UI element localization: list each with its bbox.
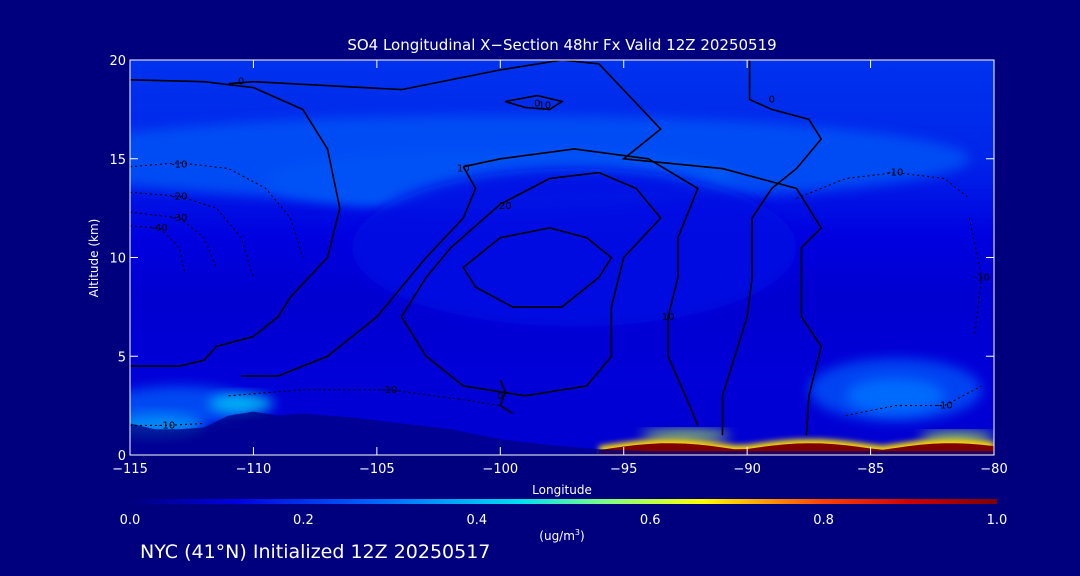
x-tick-label: −110 (236, 462, 272, 477)
concentration-field (130, 115, 994, 455)
dashed-contour-6 (130, 422, 205, 426)
solid-contour-6 (400, 171, 662, 397)
contour-label: -10 (171, 160, 187, 171)
contour-label: 0 (497, 391, 503, 402)
colorbar-tick-label: 1.0 (987, 513, 1008, 528)
x-tick-label: −90 (733, 462, 760, 477)
solid-contour-7 (462, 227, 613, 308)
dashed-contour-5 (228, 389, 501, 407)
contour-label: 0 (769, 95, 775, 106)
colorbar-tick-label: 0.4 (466, 513, 487, 528)
colorbar (130, 499, 997, 504)
x-tick-label: −95 (610, 462, 637, 477)
chart-title: SO4 Longitudinal X−Section 48hr Fx Valid… (347, 36, 776, 54)
solid-contour-4 (241, 166, 477, 377)
contour-label: -10 (887, 168, 903, 179)
colorbar-tick-label: 0.0 (120, 513, 141, 528)
colorbar-tick-label: 0.2 (293, 513, 314, 528)
dashed-contour-1 (130, 191, 254, 278)
x-tick-label: −115 (112, 462, 148, 477)
y-tick-label: 5 (118, 350, 126, 365)
dashed-contour-8 (968, 217, 983, 337)
solid-contour-2 (504, 94, 565, 111)
contour-label: 0 (534, 98, 540, 109)
dashed-contour-7 (845, 385, 982, 417)
solid-contour-3 (721, 60, 823, 436)
concentration-blob (640, 430, 730, 441)
contour-label: -30 (171, 213, 187, 224)
concentration-blob (130, 115, 970, 203)
x-tick-label: −105 (359, 462, 395, 477)
contour-label: -10 (973, 272, 989, 283)
contour-label: -10 (159, 420, 175, 431)
x-tick-label: −100 (482, 462, 518, 477)
dashed-contour-0 (130, 162, 304, 258)
initialization-caption: NYC (41°N) Initialized 12Z 20250517 (140, 541, 491, 563)
x-axis-label: Longitude (532, 483, 592, 497)
colorbar-unit-label: (ug/m3) (539, 528, 584, 543)
contour-label: 20 (499, 201, 512, 212)
concentration-blob (352, 168, 797, 327)
contour-label: -10 (936, 401, 952, 412)
x-tick-label: −85 (857, 462, 884, 477)
y-tick-label: 0 (118, 449, 126, 464)
x-tick-label: −80 (980, 462, 1007, 477)
y-axis: 0 5 10 15 20 (109, 54, 994, 464)
contour-label: 10 (538, 100, 551, 111)
y-axis-label: Altitude (km) (87, 219, 101, 298)
contour-label: -40 (151, 223, 167, 234)
solid-contour-0 (130, 79, 341, 367)
concentration-blob (845, 377, 945, 414)
solid-contour-1 (228, 60, 823, 436)
solid-contour-8 (499, 379, 514, 415)
contour-label: -10 (381, 385, 397, 396)
colorbar-ticks: 0.0 0.2 0.4 0.6 0.8 1.0 (120, 513, 1008, 528)
contour-label: 10 (457, 164, 470, 175)
y-tick-label: 10 (109, 252, 126, 267)
y-tick-label: 20 (109, 54, 126, 69)
dashed-contour-2 (130, 211, 217, 268)
x-axis: −115 −110 −105 −100 −95 −90 −85 −80 (112, 60, 1008, 477)
dashed-contour-4 (796, 172, 970, 199)
terrain-surface (130, 411, 994, 455)
solid-contour-5 (463, 148, 699, 426)
colorbar-tick-label: 0.6 (640, 513, 661, 528)
concentration-blob (208, 393, 274, 414)
contour-label: -20 (171, 191, 187, 202)
y-tick-label: 15 (109, 153, 126, 168)
contour-label: 10 (662, 312, 675, 323)
colorbar-tick-label: 0.8 (813, 513, 834, 528)
